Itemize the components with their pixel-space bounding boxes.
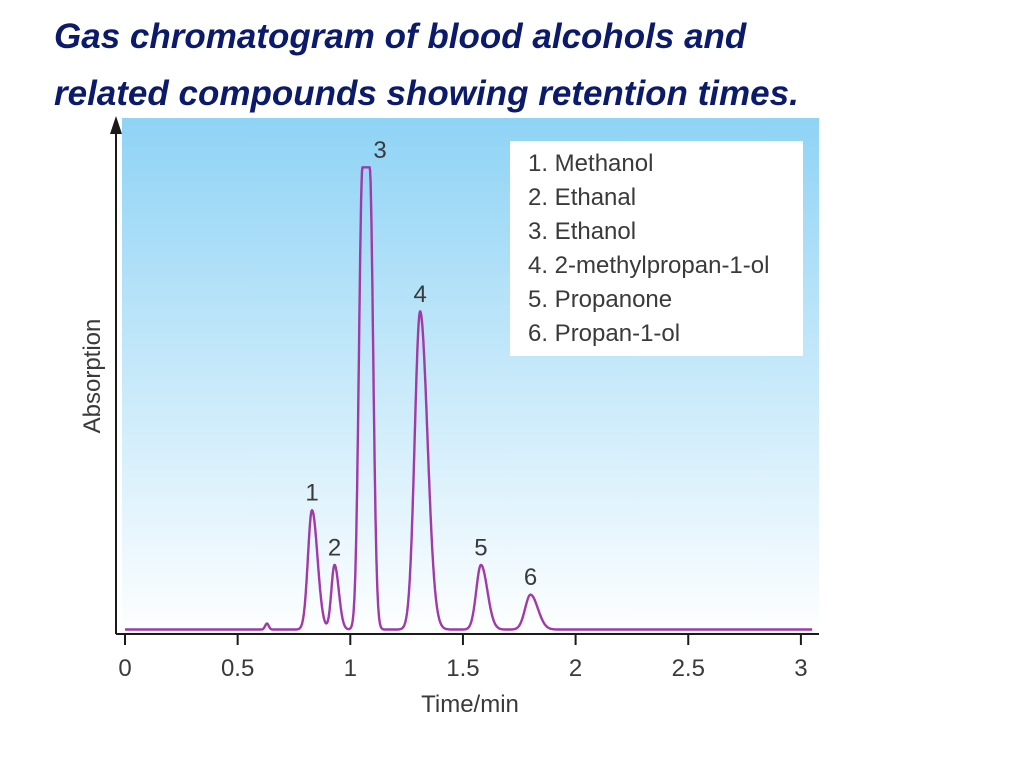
x-axis-label: Time/min: [421, 691, 519, 718]
peak-label-6: 6: [524, 564, 537, 591]
slide-title: Gas chromatogram of blood alcohols and r…: [54, 8, 994, 122]
peak-label-1: 1: [305, 480, 318, 507]
peak-label-5: 5: [474, 534, 487, 561]
peak-label-4: 4: [413, 281, 426, 308]
y-axis-label: Absorption: [79, 319, 106, 434]
chromatogram-trace: [124, 166, 813, 631]
x-tick-label: 1: [344, 655, 357, 682]
legend-entry-1: 1. Methanol: [528, 150, 653, 177]
x-tick-label: 0: [118, 655, 131, 682]
x-tick-label: 3: [794, 655, 807, 682]
peak-label-2: 2: [328, 534, 341, 561]
legend: 1. Methanol 2. Ethanal 3. Ethanol 4. 2-m…: [510, 141, 803, 356]
x-tick-label: 2.5: [672, 655, 705, 682]
y-axis-arrow-icon: [110, 116, 122, 134]
legend-entry-2: 2. Ethanal: [528, 184, 636, 211]
legend-entry-3: 3. Ethanol: [528, 218, 636, 245]
peak-label-3: 3: [373, 137, 386, 164]
x-tick-label: 1.5: [446, 655, 479, 682]
legend-box: [510, 141, 803, 356]
slide-title-line-2: related compounds showing retention time…: [54, 74, 799, 113]
x-tick-labels: 0 0.5 1 1.5 2 2.5 3: [118, 655, 807, 682]
legend-entry-6: 6. Propan-1-ol: [528, 320, 680, 347]
peak-labels: 12 3 4 5 6: [305, 137, 537, 591]
slide-title-line-1: Gas chromatogram of blood alcohols and: [54, 17, 747, 56]
x-tick-label: 0.5: [221, 655, 254, 682]
x-ticks: [124, 634, 802, 645]
legend-entry-5: 5. Propanone: [528, 286, 672, 313]
x-tick-label: 2: [569, 655, 582, 682]
legend-entry-4: 4. 2-methylpropan-1-ol: [528, 252, 769, 279]
